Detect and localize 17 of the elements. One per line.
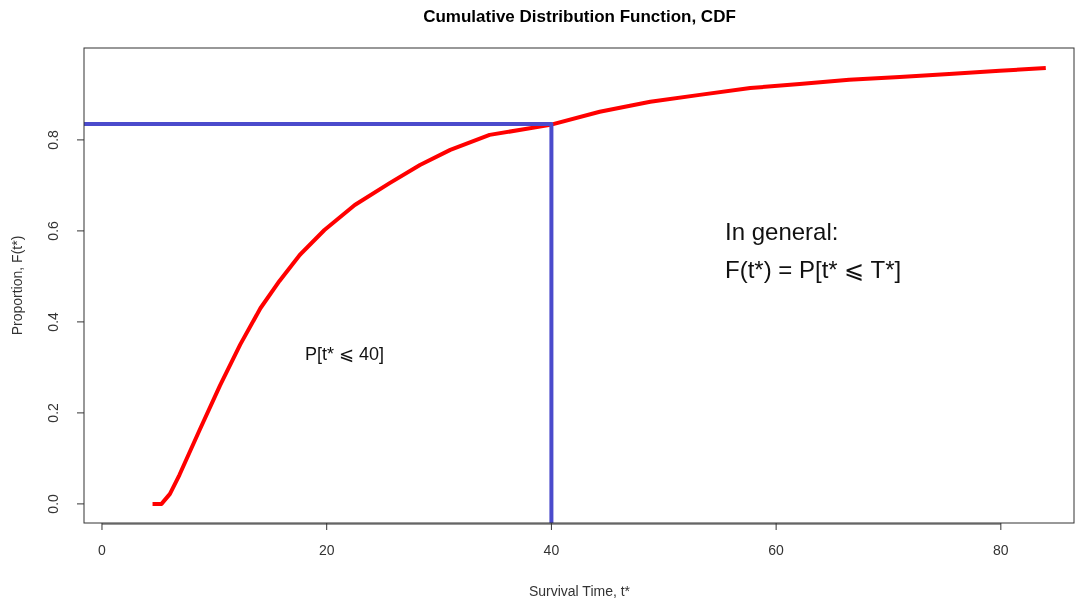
line-series bbox=[150, 66, 1048, 506]
annotation: P[t* ⩽ 40] bbox=[305, 344, 385, 364]
y-axis-title: Proportion, F(t*) bbox=[9, 235, 25, 336]
y-tick-label: 0.8 bbox=[45, 129, 61, 150]
y-tick-label: 0.0 bbox=[45, 493, 61, 514]
annotation: In general: bbox=[725, 218, 839, 245]
x-tick-label: 40 bbox=[543, 542, 560, 558]
chart-title: Cumulative Distribution Function, CDF bbox=[423, 7, 736, 26]
x-axis-title: Survival Time, t* bbox=[528, 583, 631, 599]
annotation: F(t*) = P[t* ⩽ T*] bbox=[725, 256, 902, 283]
y-tick-label: 0.2 bbox=[45, 402, 61, 423]
x-tick-label: 60 bbox=[768, 542, 785, 558]
y-tick-label: 0.4 bbox=[45, 311, 61, 332]
y-tick-label: 0.6 bbox=[45, 220, 61, 241]
x-tick-label: 20 bbox=[318, 542, 335, 558]
x-tick-label: 80 bbox=[993, 542, 1009, 558]
x-tick-label: 0 bbox=[98, 542, 107, 558]
